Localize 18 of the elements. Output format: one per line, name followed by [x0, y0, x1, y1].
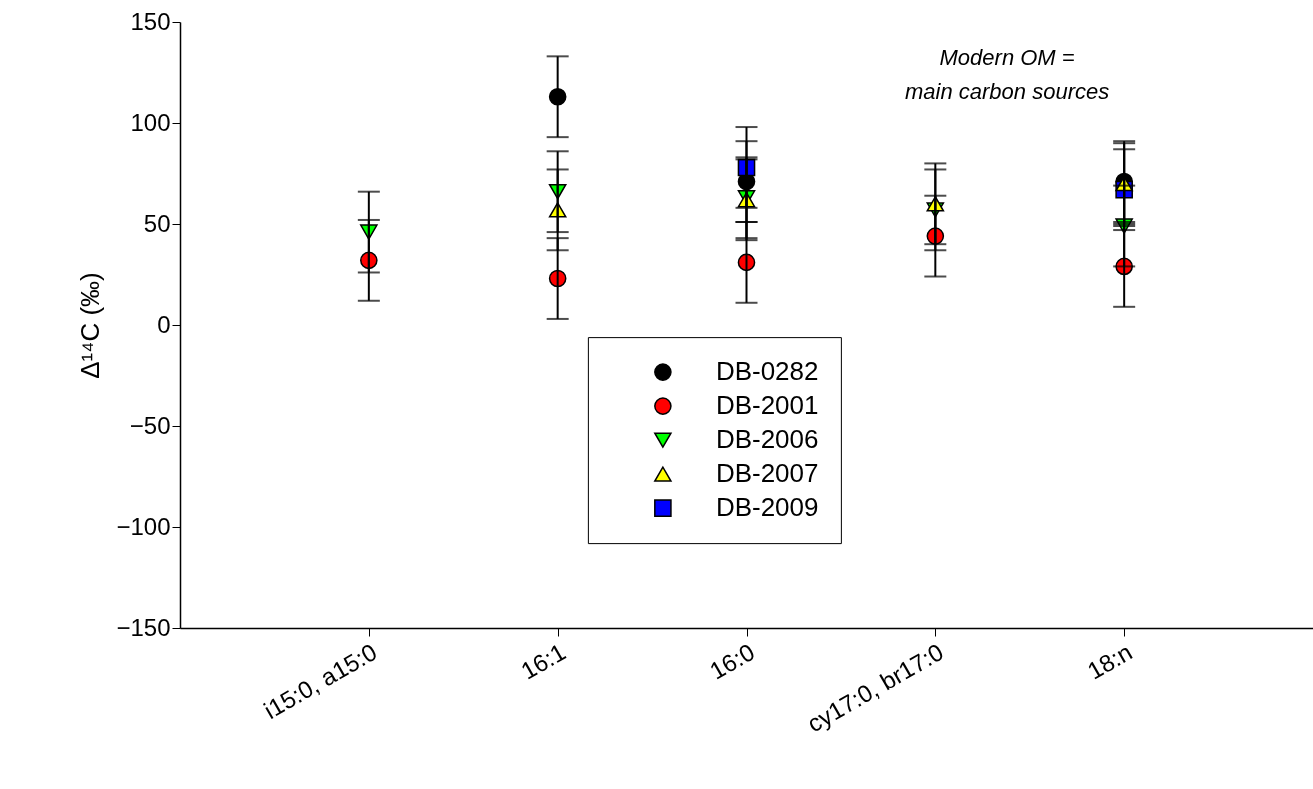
y-axis-title: Δ¹⁴C (‰)	[75, 272, 106, 379]
y-tick-label: 0	[157, 310, 171, 338]
y-tick-label: 100	[130, 108, 171, 136]
legend-label: DB-2007	[715, 458, 819, 489]
y-tick-label: −100	[116, 512, 171, 540]
annotation: Modern OM =	[939, 45, 1075, 70]
y-tick-label: −50	[129, 411, 171, 439]
annotation: main carbon sources	[904, 79, 1110, 104]
legend-label: DB-2009	[715, 492, 819, 523]
x-tick-label: 16:0	[705, 637, 759, 685]
y-tick-label: −150	[116, 613, 171, 641]
legend-label: DB-2006	[715, 424, 819, 455]
legend-label: DB-2001	[715, 390, 819, 421]
legend-label: DB-0282	[715, 356, 819, 387]
y-tick-label: 150	[130, 7, 171, 35]
x-tick-label: 18:n	[1082, 637, 1137, 685]
y-tick-label: 50	[143, 209, 171, 237]
x-tick-label: 16:1	[516, 637, 571, 685]
